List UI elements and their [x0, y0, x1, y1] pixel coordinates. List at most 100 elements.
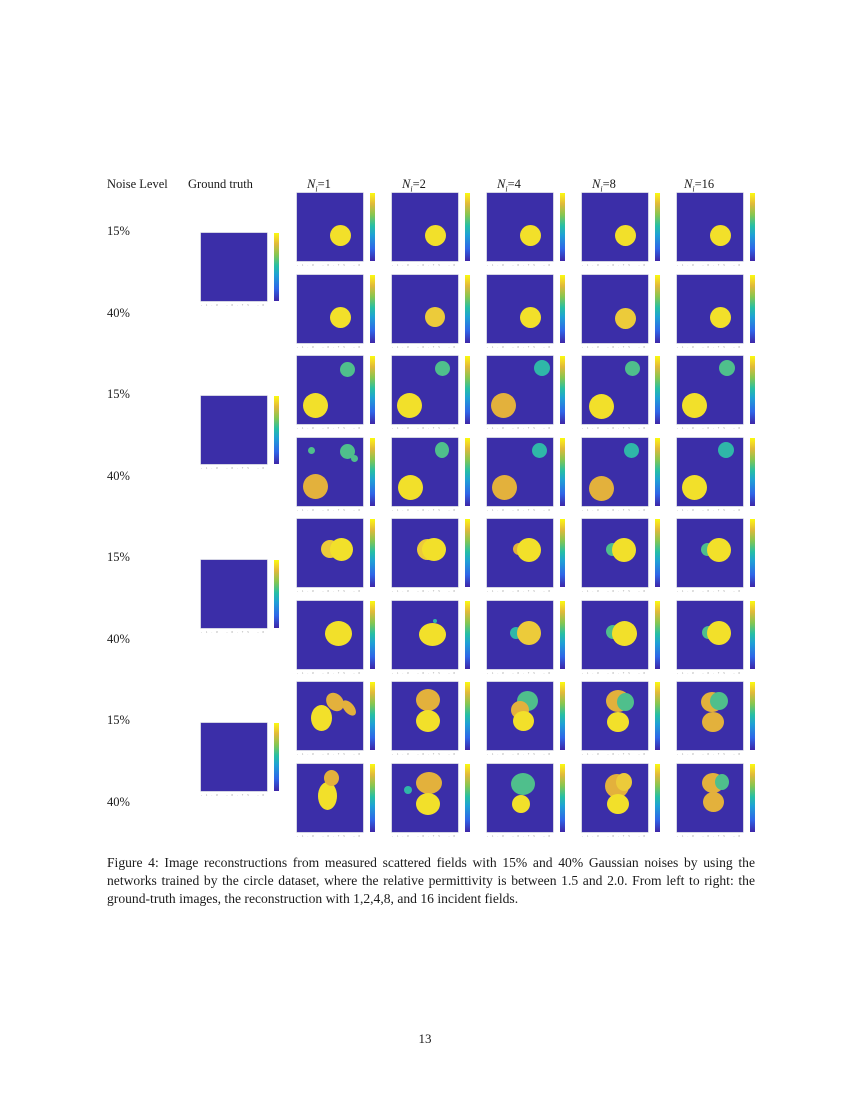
x-axis-ticks [582, 508, 648, 512]
x-axis-ticks [392, 345, 458, 349]
reconstruction-panel [582, 601, 648, 669]
x-axis-ticks [297, 589, 363, 593]
reconstruction-panel [392, 764, 458, 832]
x-axis-ticks [297, 426, 363, 430]
colorbar [274, 233, 279, 301]
scatterer-blob [329, 306, 351, 328]
scatterer-blob [397, 474, 423, 500]
n-subscript: i [315, 184, 318, 194]
x-axis-ticks [677, 834, 743, 838]
scatterer-blob [511, 773, 535, 795]
scatterer-blob [710, 692, 728, 710]
scatterer-blob [339, 443, 355, 459]
noise-label: 40% [107, 632, 130, 646]
scatterer-blob [307, 446, 315, 454]
reconstruction-panel [487, 356, 553, 424]
colorbar [655, 764, 660, 832]
noise-label: 40% [107, 795, 130, 809]
scatterer-blob [614, 224, 636, 246]
scatterer-blob [681, 474, 707, 500]
scatterer-blob [718, 442, 734, 458]
x-axis-ticks [487, 263, 553, 267]
x-axis-ticks [201, 630, 267, 634]
ground-truth-panel [201, 233, 267, 301]
reconstruction-panel [297, 764, 363, 832]
colorbar [465, 356, 470, 424]
scatterer-blob [310, 705, 332, 731]
scatterer-blob [612, 538, 636, 562]
scatterer-blob [709, 224, 731, 246]
noise-label: 15% [107, 550, 130, 564]
reconstruction-panel [582, 764, 648, 832]
colorbar [370, 601, 375, 669]
scatterer-blob [302, 473, 328, 499]
reconstruction-panel [677, 519, 743, 587]
reconstruction-panel [297, 601, 363, 669]
x-axis-ticks [677, 671, 743, 675]
reconstruction-panel [487, 682, 553, 750]
scatterer-blob [433, 619, 437, 623]
colorbar [370, 682, 375, 750]
colorbar [750, 356, 755, 424]
colorbar [370, 275, 375, 343]
x-axis-ticks [297, 508, 363, 512]
colorbar [750, 193, 755, 261]
scatterer-blob [715, 774, 729, 790]
n-value: =4 [507, 177, 521, 191]
scatterer-blob [588, 475, 614, 501]
scatterer-blob [611, 620, 637, 646]
x-axis-ticks [392, 263, 458, 267]
reconstruction-panel [487, 275, 553, 343]
ground-truth-panel [201, 723, 267, 791]
colorbar [465, 519, 470, 587]
n-value: =16 [694, 177, 715, 191]
x-axis-ticks [582, 752, 648, 756]
x-axis-ticks [487, 834, 553, 838]
x-axis-ticks [201, 466, 267, 470]
noise-label: 40% [107, 306, 130, 320]
x-axis-ticks [487, 589, 553, 593]
x-axis-ticks [487, 752, 553, 756]
x-axis-ticks [392, 508, 458, 512]
scatterer-blob [424, 224, 446, 246]
scatterer-blob [531, 442, 547, 458]
scatterer-blob [607, 712, 629, 732]
reconstruction-panel [297, 438, 363, 506]
colorbar [655, 275, 660, 343]
reconstruction-panel [297, 519, 363, 587]
reconstruction-panel [582, 193, 648, 261]
scatterer-blob [317, 782, 337, 810]
x-axis-ticks [677, 508, 743, 512]
header-ni-16: Ni=16 [684, 177, 714, 194]
x-axis-ticks [582, 345, 648, 349]
x-axis-ticks [201, 303, 267, 307]
scatterer-blob [707, 621, 731, 645]
scatterer-blob [396, 392, 422, 418]
scatterer-blob [416, 793, 440, 815]
n-subscript: i [410, 184, 413, 194]
x-axis-ticks [297, 345, 363, 349]
reconstruction-panel [677, 682, 743, 750]
scatterer-blob [350, 454, 358, 462]
reconstruction-panel [297, 682, 363, 750]
x-axis-ticks [487, 508, 553, 512]
scatterer-blob [616, 773, 632, 791]
noise-label: 15% [107, 387, 130, 401]
scatterer-blob [302, 392, 328, 418]
scatterer-blob [329, 537, 353, 561]
scatterer-blob [416, 772, 442, 794]
scatterer-blob [519, 224, 541, 246]
scatterer-blob [425, 307, 445, 327]
reconstruction-panel [392, 356, 458, 424]
x-axis-ticks [392, 426, 458, 430]
colorbar [655, 601, 660, 669]
colorbar [465, 601, 470, 669]
reconstruction-panel [392, 601, 458, 669]
header-ni-4: Ni=4 [497, 177, 521, 194]
colorbar [560, 682, 565, 750]
colorbar [560, 193, 565, 261]
reconstruction-panel [582, 682, 648, 750]
scatterer-blob [616, 693, 634, 711]
noise-label: 40% [107, 469, 130, 483]
scatterer-blob [329, 224, 351, 246]
